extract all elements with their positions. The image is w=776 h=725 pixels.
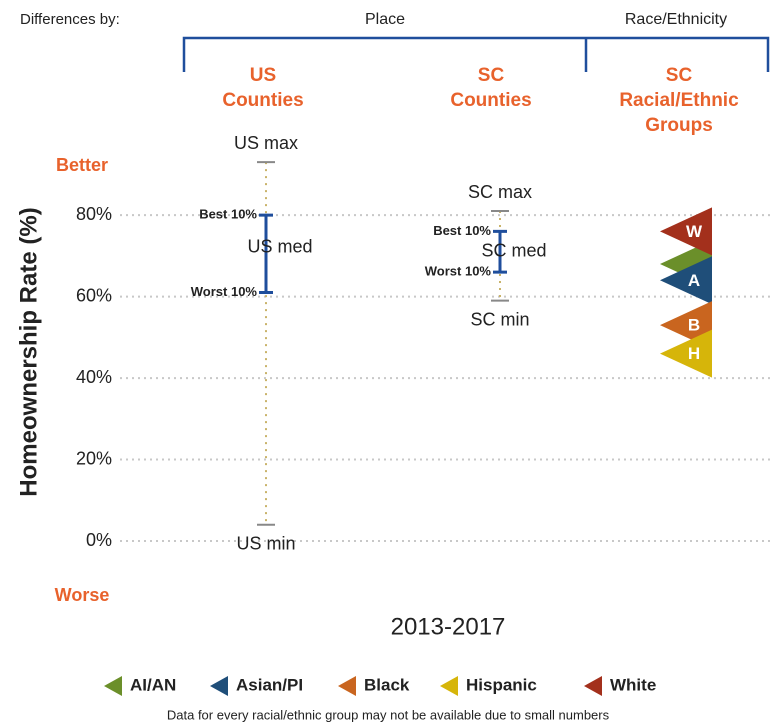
- worst-label: Worst 10%: [191, 284, 258, 299]
- min-label: SC min: [470, 309, 529, 329]
- column-header: US: [250, 65, 276, 86]
- column-header: Racial/Ethnic: [619, 90, 739, 111]
- group-header: Race/Ethnicity: [625, 11, 727, 28]
- flag-label: H: [688, 344, 700, 363]
- median-label: SC med: [481, 241, 546, 261]
- worst-label: Worst 10%: [425, 264, 492, 279]
- y-tick-label: 0%: [86, 530, 112, 550]
- error-bar: [493, 229, 507, 274]
- max-label: SC max: [468, 182, 532, 202]
- error-bar: [259, 213, 273, 295]
- y-tick-label: 40%: [76, 367, 112, 387]
- column-header: SC: [666, 65, 693, 86]
- flag-label: B: [688, 316, 700, 335]
- best-label: Best 10%: [433, 223, 491, 238]
- bracket: [182, 36, 770, 72]
- note: Data for every racial/ethnic group may n…: [167, 707, 610, 722]
- worse-label: Worse: [55, 585, 110, 605]
- flag-label: A: [688, 271, 700, 290]
- group-header: Place: [365, 11, 405, 28]
- group-flag: [660, 329, 712, 378]
- y-tick-label: 80%: [76, 204, 112, 224]
- legend-swatch: [584, 676, 602, 696]
- legend-swatch: [338, 676, 356, 696]
- y-tick-label: 60%: [76, 285, 112, 305]
- legend-label: Hispanic: [466, 675, 537, 694]
- y-tick-label: 20%: [76, 448, 112, 468]
- min-label: US min: [236, 533, 295, 553]
- legend-label: Asian/PI: [236, 675, 303, 694]
- better-label: Better: [56, 155, 108, 175]
- best-label: Best 10%: [199, 207, 257, 222]
- max-label: US max: [234, 133, 298, 153]
- differences-label: Differences by:: [20, 11, 120, 28]
- legend-swatch: [104, 676, 122, 696]
- legend-label: Black: [364, 675, 410, 694]
- legend-label: AI/AN: [130, 675, 176, 694]
- legend-swatch: [440, 676, 458, 696]
- legend-swatch: [210, 676, 228, 696]
- column-header: SC: [478, 65, 505, 86]
- column-header: Counties: [450, 90, 531, 111]
- column-header: Counties: [222, 90, 303, 111]
- column-header: Groups: [645, 115, 713, 136]
- flag-label: W: [686, 222, 703, 241]
- group-flag: [660, 207, 712, 256]
- legend-label: White: [610, 675, 656, 694]
- median-label: US med: [247, 236, 312, 256]
- x-axis-label: 2013-2017: [391, 613, 506, 640]
- group-flag: [660, 256, 712, 305]
- y-axis-label: Homeownership Rate (%): [15, 207, 42, 496]
